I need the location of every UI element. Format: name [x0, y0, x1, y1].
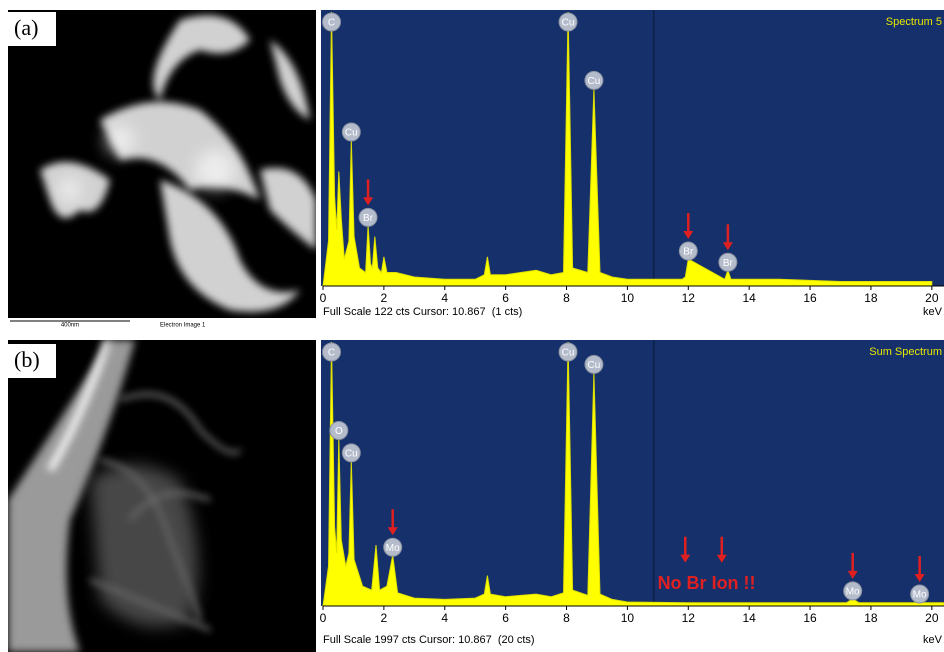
arrow-head: [363, 197, 374, 206]
x-tick-label: 2: [381, 291, 388, 305]
peak-marker: [322, 12, 342, 32]
x-axis-label: keV: [923, 306, 943, 318]
spectrum: [322, 11, 933, 287]
arrow-head: [680, 554, 691, 563]
x-tick-label: 18: [864, 291, 878, 305]
x-tick-label: 6: [502, 611, 509, 625]
arrow-head: [914, 574, 925, 583]
peak-marker: [910, 584, 930, 604]
peak-label: Cu: [345, 448, 358, 459]
plot-background: [321, 10, 944, 286]
image-caption: Electron Image 1: [160, 323, 206, 329]
x-tick-label: 6: [502, 291, 509, 305]
peak-label: C: [328, 348, 335, 359]
peak-label: C: [328, 18, 335, 29]
peak-marker: [329, 421, 349, 441]
arrow-head: [722, 242, 733, 251]
x-tick-label: 16: [803, 291, 817, 305]
peak-marker: [322, 342, 342, 362]
peak-label: Cu: [345, 128, 358, 139]
x-tick-label: 12: [682, 611, 696, 625]
peak-label: Cu: [562, 348, 575, 359]
x-tick-label: 10: [621, 611, 635, 625]
peak-marker: [843, 581, 863, 601]
peak-marker: [678, 241, 698, 261]
peak-marker: [558, 12, 578, 32]
x-tick-label: 10: [621, 291, 635, 305]
peak-marker: [383, 537, 403, 557]
x-axis-label: keV: [923, 634, 943, 646]
label-box: [8, 344, 56, 378]
spectrum-title: Spectrum 5: [886, 16, 942, 28]
x-tick-label: 14: [742, 611, 756, 625]
x-tick-label: 8: [563, 611, 570, 625]
x-tick-label: 12: [682, 291, 696, 305]
x-tick-label: 0: [320, 291, 327, 305]
plot-background: [321, 340, 944, 606]
micrograph-a: [8, 10, 316, 318]
annotation: No Br Ion !!: [658, 573, 756, 593]
peak-label: Mo: [913, 590, 927, 601]
peak-label: Cu: [562, 18, 575, 29]
peak-label: Br: [723, 258, 734, 269]
panel-label: (b): [14, 347, 40, 372]
peak-marker: [341, 443, 361, 463]
peak-marker: [718, 252, 738, 272]
status-text: Full Scale 1997 cts Cursor: 10.867 (20 c…: [323, 634, 535, 646]
arrow-head: [387, 527, 398, 536]
arrow-head: [716, 554, 727, 563]
peak-marker: [358, 207, 378, 227]
x-tick-label: 4: [441, 611, 448, 625]
peak-marker: [584, 70, 604, 90]
x-tick-label: 18: [864, 611, 878, 625]
peak-label: O: [335, 426, 343, 437]
micrograph-b: [8, 340, 316, 652]
arrow-head: [683, 231, 694, 240]
peak-marker: [558, 342, 578, 362]
peak-label: Cu: [588, 360, 601, 371]
spectrum: [322, 341, 944, 607]
spectrum-title: Sum Spectrum: [869, 346, 942, 358]
peak-label: Br: [363, 213, 374, 224]
label-box: [8, 12, 56, 46]
peak-label: Mo: [386, 543, 400, 554]
x-tick-label: 20: [925, 611, 939, 625]
x-tick-label: 8: [563, 291, 570, 305]
x-tick-label: 16: [803, 611, 817, 625]
peak-marker: [341, 122, 361, 142]
peak-marker: [584, 354, 604, 374]
panel-label: (a): [14, 15, 38, 40]
x-tick-label: 4: [441, 291, 448, 305]
x-tick-label: 20: [925, 291, 939, 305]
x-tick-label: 14: [742, 291, 756, 305]
scale-bar-label: 400nm: [61, 323, 79, 329]
peak-label: Cu: [588, 76, 601, 87]
x-tick-label: 2: [381, 611, 388, 625]
status-text: Full Scale 122 cts Cursor: 10.867 (1 cts…: [323, 306, 522, 318]
peak-label: Mo: [846, 587, 860, 598]
arrow-head: [847, 570, 858, 579]
peak-label: Br: [683, 247, 694, 258]
x-tick-label: 0: [320, 611, 327, 625]
